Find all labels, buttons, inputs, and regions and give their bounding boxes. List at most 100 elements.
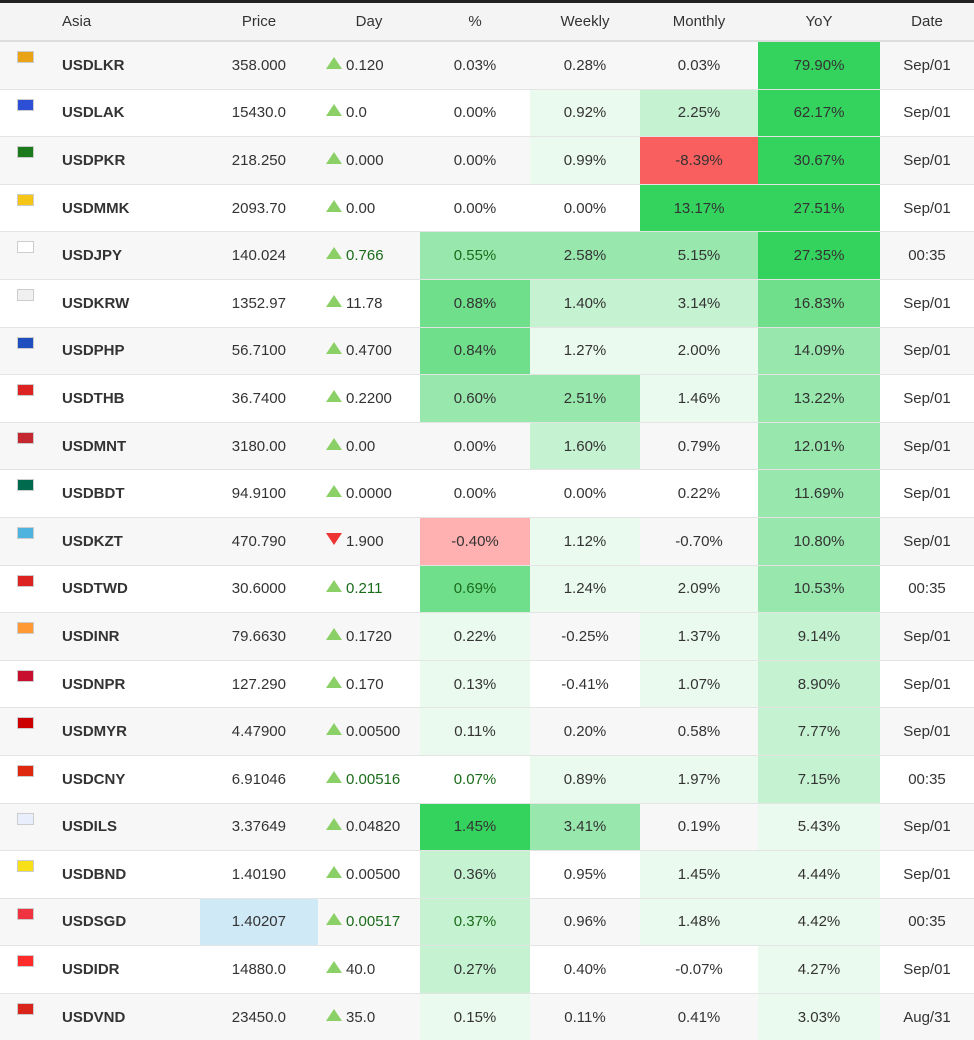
- symbol-link[interactable]: USDSGD: [50, 897, 200, 946]
- table-row[interactable]: USDKRW 1352.97 11.78 0.88% 1.40% 3.14% 16.83% S…: [0, 278, 974, 328]
- symbol-link[interactable]: USDVND: [50, 992, 200, 1040]
- monthly-cell: 0.22%: [640, 469, 758, 518]
- weekly-cell: 0.99%: [530, 136, 640, 185]
- header-date[interactable]: Date: [880, 3, 974, 42]
- symbol-link[interactable]: USDMMK: [50, 183, 200, 232]
- date-cell: Sep/01: [880, 802, 974, 851]
- day-change-value: 0.00: [346, 437, 376, 455]
- table-row[interactable]: USDPKR 218.250 0.000 0.00% 0.99% -8.39% 30.67%…: [0, 136, 974, 185]
- date-cell: 00:35: [880, 564, 974, 613]
- top-border: [0, 0, 974, 3]
- header-price[interactable]: Price: [200, 3, 318, 42]
- day-change-value: 0.2200: [346, 389, 392, 407]
- symbol-link[interactable]: USDBND: [50, 850, 200, 899]
- flag-cell: [0, 183, 50, 232]
- day-change-value: 0.00500: [346, 723, 401, 741]
- table-row[interactable]: USDPHP 56.7100 0.4700 0.84% 1.27% 2.00% 14.09%…: [0, 326, 974, 375]
- flag-icon: [16, 812, 34, 825]
- flag-icon: [16, 860, 34, 873]
- price-cell: 2093.70: [200, 183, 318, 232]
- flag-cell: [0, 469, 50, 518]
- symbol-link[interactable]: USDMNT: [50, 421, 200, 470]
- header-percent[interactable]: %: [420, 3, 530, 42]
- percent-cell: 0.11%: [420, 707, 530, 756]
- triangle-down-icon: [326, 532, 342, 545]
- monthly-cell: 0.79%: [640, 421, 758, 470]
- percent-cell: 0.88%: [420, 278, 530, 328]
- table-row[interactable]: USDIDR 14880.0 40.0 0.27% 0.40% -0.07% 4.27% Se…: [0, 945, 974, 994]
- percent-cell: 0.22%: [420, 612, 530, 661]
- table-row[interactable]: USDJPY 140.024 0.766 0.55% 2.58% 5.15% 27.35% 0…: [0, 231, 974, 280]
- symbol-link[interactable]: USDKZT: [50, 516, 200, 566]
- date-cell: Sep/01: [880, 88, 974, 137]
- table-row[interactable]: USDVND 23450.0 35.0 0.15% 0.11% 0.41% 3.03% Aug…: [0, 992, 974, 1040]
- table-row[interactable]: USDSGD 1.40207 0.00517 0.37% 0.96% 1.48% 4.42%…: [0, 897, 974, 946]
- price-cell: 94.9100: [200, 469, 318, 518]
- date-cell: Sep/01: [880, 659, 974, 708]
- table-row[interactable]: USDMYR 4.47900 0.00500 0.11% 0.20% 0.58% 7.77%…: [0, 707, 974, 756]
- percent-cell: 0.00%: [420, 469, 530, 518]
- table-row[interactable]: USDCNY 6.91046 0.00516 0.07% 0.89% 1.97% 7.15%…: [0, 754, 974, 803]
- day-change-cell: 0.766: [318, 231, 420, 280]
- price-cell: 15430.0: [200, 88, 318, 137]
- symbol-link[interactable]: USDLKR: [50, 40, 200, 90]
- weekly-cell: 1.27%: [530, 326, 640, 375]
- triangle-up-icon: [326, 580, 342, 593]
- header-asia[interactable]: Asia: [50, 3, 200, 42]
- table-row[interactable]: USDILS 3.37649 0.04820 1.45% 3.41% 0.19% 5.43%…: [0, 802, 974, 851]
- table-row[interactable]: USDLAK 15430.0 0.0 0.00% 0.92% 2.25% 62.17% Sep…: [0, 88, 974, 137]
- percent-cell: 0.07%: [420, 754, 530, 803]
- table-row[interactable]: USDKZT 470.790 1.900 -0.40% 1.12% -0.70% 10.80…: [0, 516, 974, 566]
- header-yoy[interactable]: YoY: [758, 3, 880, 42]
- table-row[interactable]: USDLKR 358.000 0.120 0.03% 0.28% 0.03% 79.90% S…: [0, 40, 974, 90]
- price-cell: 3180.00: [200, 421, 318, 470]
- table-row[interactable]: USDNPR 127.290 0.170 0.13% -0.41% 1.07% 8.90% S…: [0, 659, 974, 708]
- symbol-link[interactable]: USDIDR: [50, 945, 200, 994]
- flag-cell: [0, 992, 50, 1040]
- header-weekly[interactable]: Weekly: [530, 3, 640, 42]
- triangle-up-icon: [326, 865, 342, 878]
- day-change-value: 0.211: [346, 580, 383, 598]
- day-change-cell: 0.170: [318, 659, 420, 708]
- monthly-cell: 1.46%: [640, 374, 758, 423]
- symbol-link[interactable]: USDNPR: [50, 659, 200, 708]
- table-row[interactable]: USDTWD 30.6000 0.211 0.69% 1.24% 2.09% 10.53% 0…: [0, 564, 974, 613]
- price-cell: 30.6000: [200, 564, 318, 613]
- weekly-cell: 1.60%: [530, 421, 640, 470]
- symbol-link[interactable]: USDCNY: [50, 754, 200, 803]
- yoy-cell: 8.90%: [758, 659, 880, 708]
- flag-icon: [16, 384, 34, 397]
- flag-icon: [16, 479, 34, 492]
- symbol-link[interactable]: USDTHB: [50, 374, 200, 423]
- symbol-link[interactable]: USDBDT: [50, 469, 200, 518]
- symbol-link[interactable]: USDPKR: [50, 136, 200, 185]
- day-change-cell: 0.00516: [318, 754, 420, 803]
- flag-icon: [16, 146, 34, 159]
- symbol-link[interactable]: USDMYR: [50, 707, 200, 756]
- symbol-link[interactable]: USDKRW: [50, 278, 200, 328]
- table-row[interactable]: USDBDT 94.9100 0.0000 0.00% 0.00% 0.22% 11.69%…: [0, 469, 974, 518]
- table-row[interactable]: USDMNT 3180.00 0.00 0.00% 1.60% 0.79% 12.01% Se…: [0, 421, 974, 470]
- symbol-link[interactable]: USDILS: [50, 802, 200, 851]
- weekly-cell: 2.51%: [530, 374, 640, 423]
- header-monthly[interactable]: Monthly: [640, 3, 758, 42]
- triangle-up-icon: [326, 437, 342, 450]
- header-day[interactable]: Day: [318, 3, 420, 42]
- percent-cell: 0.13%: [420, 659, 530, 708]
- symbol-link[interactable]: USDJPY: [50, 231, 200, 280]
- table-row[interactable]: USDTHB 36.7400 0.2200 0.60% 2.51% 1.46% 13.22%…: [0, 374, 974, 423]
- symbol-link[interactable]: USDINR: [50, 612, 200, 661]
- table-row[interactable]: USDBND 1.40190 0.00500 0.36% 0.95% 1.45% 4.44%…: [0, 850, 974, 899]
- table-row[interactable]: USDINR 79.6630 0.1720 0.22% -0.25% 1.37% 9.14%…: [0, 612, 974, 661]
- price-cell: 23450.0: [200, 992, 318, 1040]
- weekly-cell: 3.41%: [530, 802, 640, 851]
- table-row[interactable]: USDMMK 2093.70 0.00 0.00% 0.00% 13.17% 27.51% S…: [0, 183, 974, 232]
- day-change-value: 0.00516: [346, 770, 401, 788]
- symbol-link[interactable]: USDTWD: [50, 564, 200, 613]
- day-change-value: 35.0: [346, 1008, 376, 1026]
- day-change-value: 40.0: [346, 961, 376, 979]
- flag-cell: [0, 564, 50, 613]
- symbol-link[interactable]: USDPHP: [50, 326, 200, 375]
- symbol-link[interactable]: USDLAK: [50, 88, 200, 137]
- percent-cell: 0.03%: [420, 40, 530, 90]
